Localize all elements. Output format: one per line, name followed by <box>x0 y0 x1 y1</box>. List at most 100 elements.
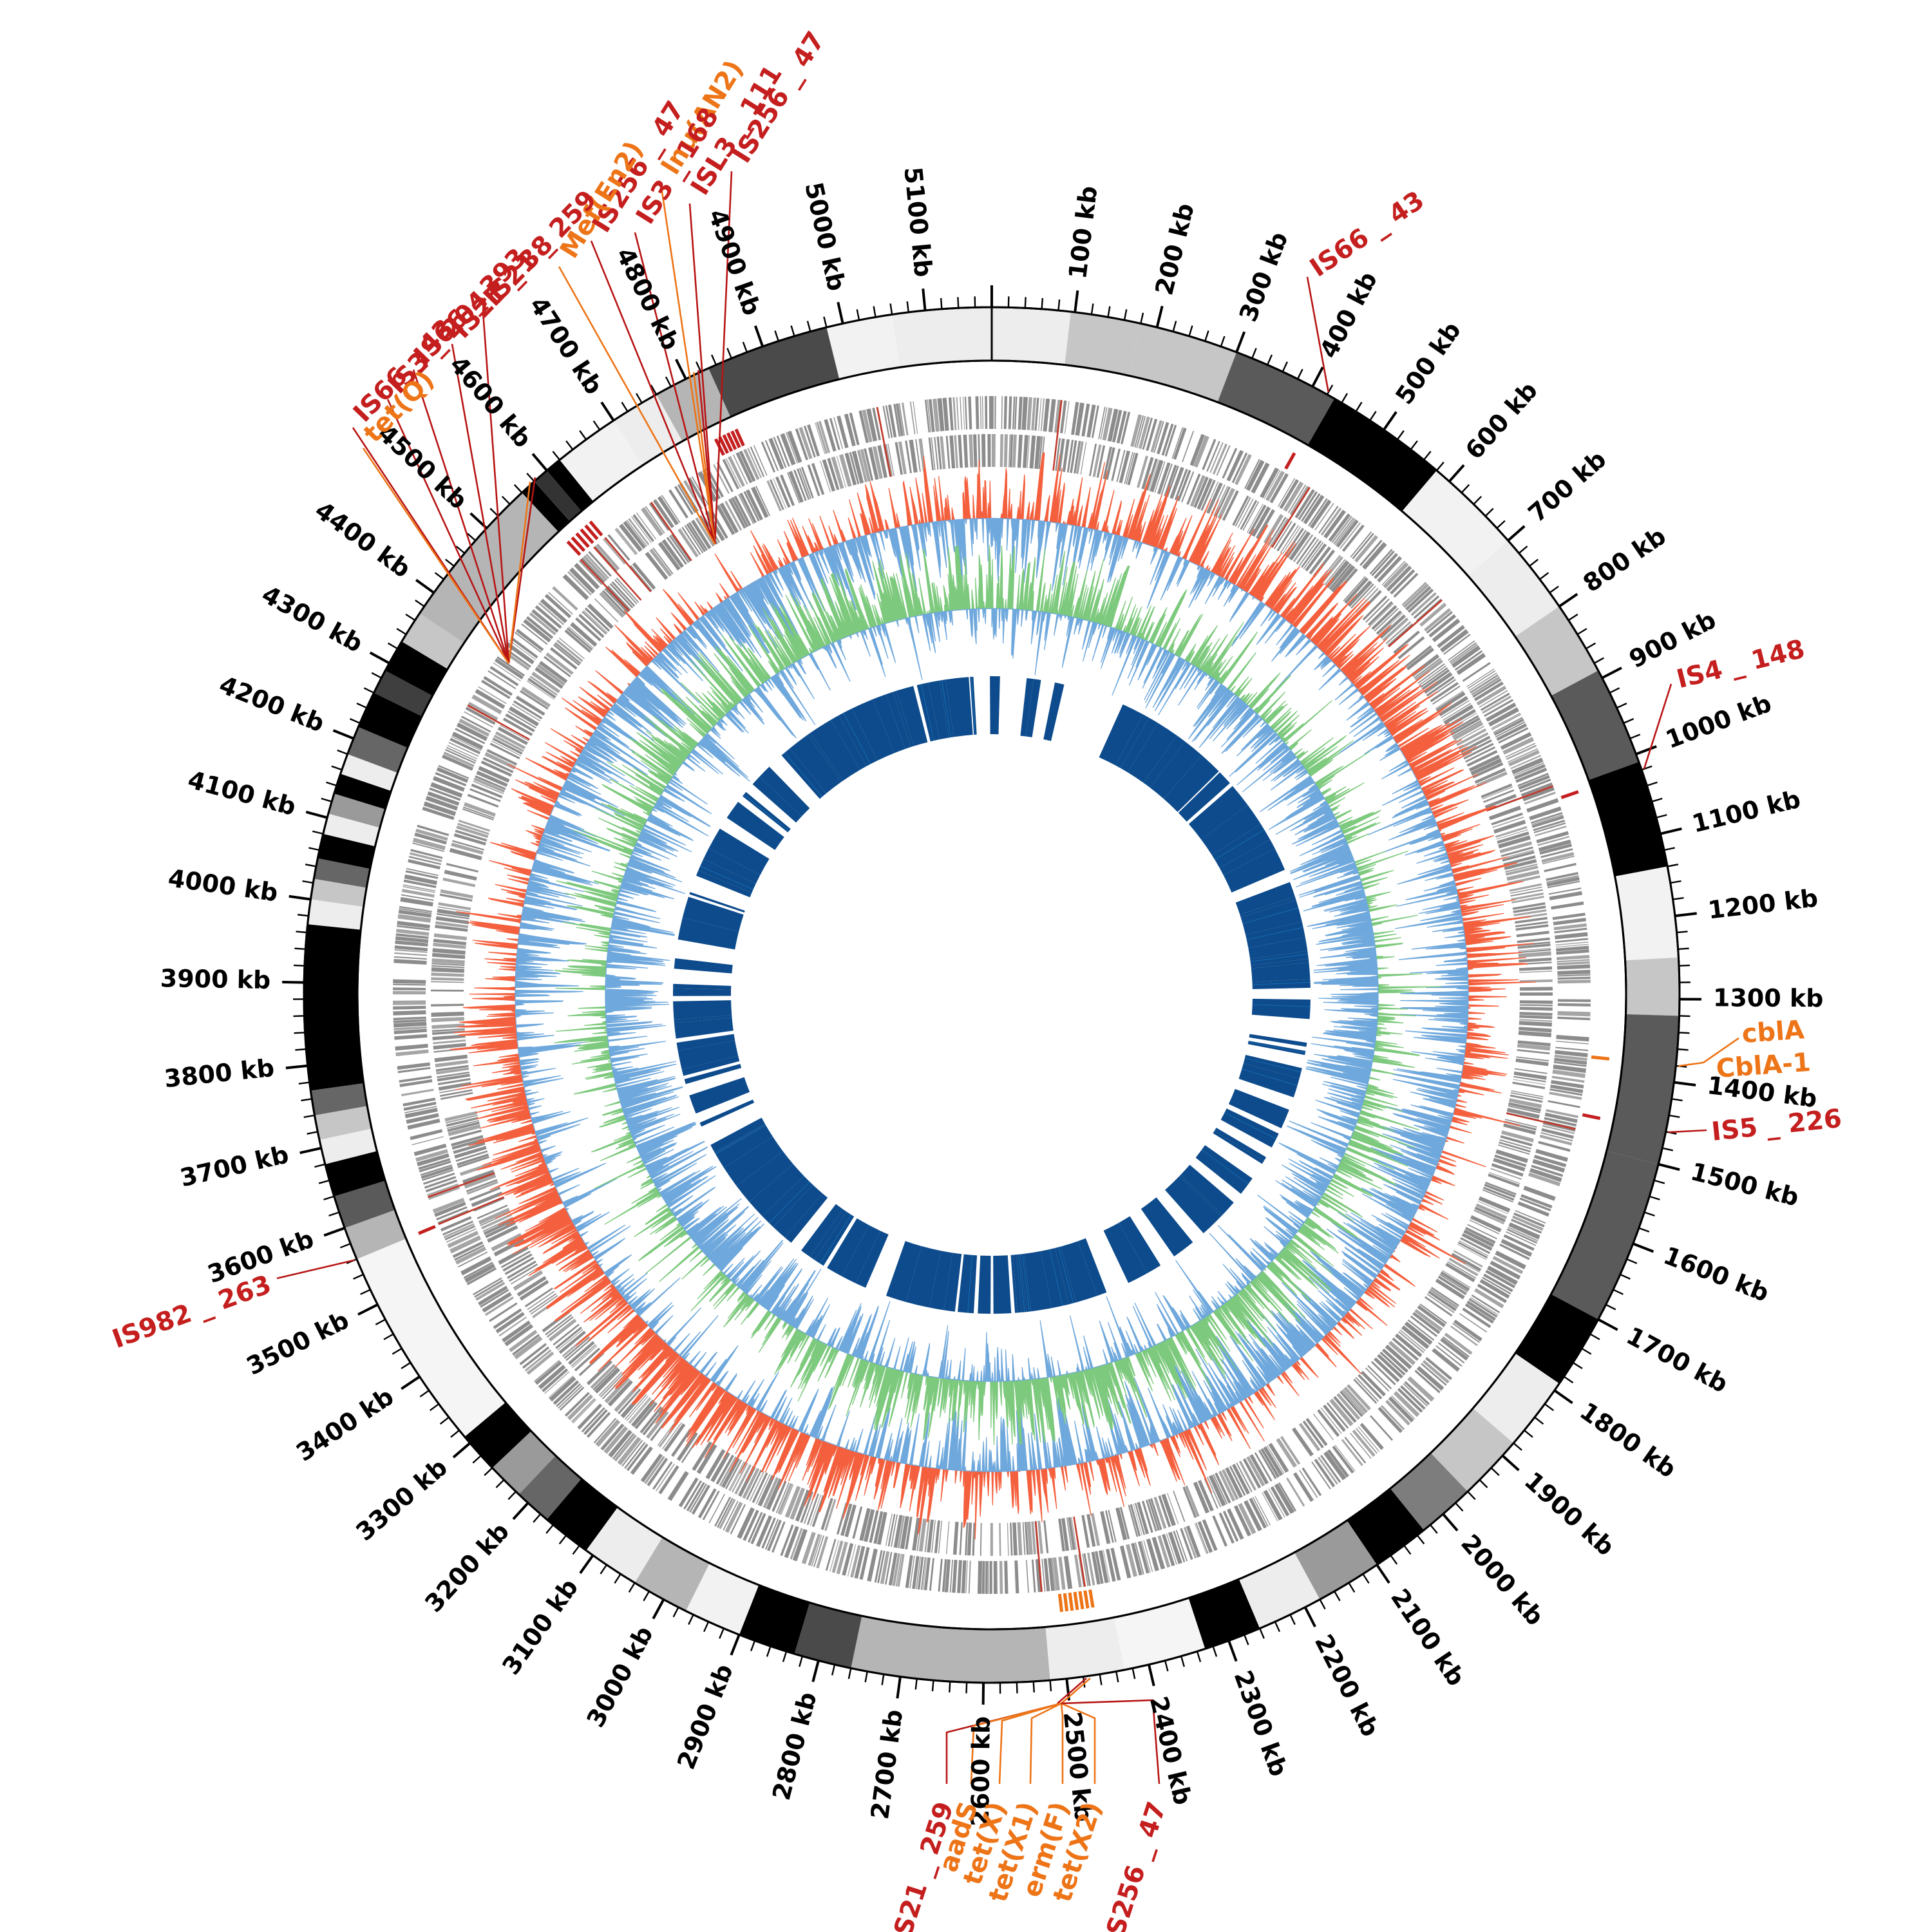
cds-feature-highlight <box>1486 785 1554 812</box>
axis-major-tick <box>730 1634 741 1656</box>
cds-feature <box>1309 546 1331 575</box>
core-genome-block <box>781 748 827 799</box>
annotation-leader <box>1061 1678 1091 1704</box>
cds-feature <box>1448 1258 1479 1276</box>
axis-minor-tick <box>466 533 477 542</box>
cds-feature <box>1086 1513 1096 1547</box>
cds-feature <box>784 1486 801 1518</box>
cds-feature <box>448 742 479 757</box>
cds-feature <box>766 1478 783 1510</box>
cds-feature <box>793 469 807 501</box>
cds-feature <box>1209 442 1224 473</box>
cds-feature <box>824 1499 837 1531</box>
axis-major-tick <box>896 1676 902 1699</box>
cds-feature <box>1080 442 1087 475</box>
cds-feature <box>446 1117 478 1127</box>
cds-feature <box>1146 458 1158 491</box>
axis-tick-label: 1500 kb <box>1688 1157 1802 1212</box>
axis-major-tick <box>1442 1513 1459 1531</box>
core-genome-block <box>928 680 949 740</box>
cds-feature <box>1116 450 1126 482</box>
cds-feature <box>954 435 959 468</box>
cds-feature <box>1208 1475 1226 1507</box>
cds-feature <box>443 1223 475 1238</box>
annotation-leader <box>714 171 733 545</box>
cds-feature <box>681 527 701 555</box>
cds-feature <box>652 1461 673 1490</box>
axis-minor-tick <box>1620 1273 1631 1280</box>
axis-minor-tick <box>600 1564 607 1575</box>
cds-feature <box>437 1072 470 1079</box>
cds-feature <box>892 1553 900 1586</box>
cds-feature <box>492 737 523 755</box>
cds-feature <box>1369 603 1394 627</box>
axis-tick-label: 3500 kb <box>242 1305 354 1380</box>
cds-feature <box>1513 1079 1546 1085</box>
cds-feature <box>1010 1522 1013 1556</box>
cds-feature <box>1066 1517 1072 1551</box>
cds-feature <box>1449 715 1479 734</box>
cds-feature <box>539 661 568 683</box>
cds-feature <box>1504 859 1537 871</box>
core-genome-block <box>674 958 733 974</box>
axis-major-tick <box>512 1502 529 1520</box>
axis-minor-tick <box>1355 401 1363 412</box>
cds-feature <box>887 1513 896 1547</box>
cds-feature <box>494 658 524 679</box>
cds-feature <box>486 748 518 766</box>
cds-feature <box>1556 945 1589 952</box>
cds-feature <box>786 432 798 464</box>
cds-feature <box>1500 1135 1533 1147</box>
cds-feature <box>451 842 484 855</box>
cds-feature <box>1538 839 1571 852</box>
cds-feature <box>436 1206 468 1221</box>
cds-feature <box>1531 1164 1564 1177</box>
cds-feature <box>429 787 461 801</box>
cds-feature <box>764 1519 779 1550</box>
cds-feature <box>616 577 639 603</box>
cds-feature <box>491 1233 522 1252</box>
cds-feature <box>544 594 572 619</box>
cds-feature <box>1466 668 1495 687</box>
axis-minor-tick <box>565 440 574 450</box>
annotation-leader <box>1060 1703 1064 1784</box>
cds-feature <box>498 1316 527 1337</box>
cds-feature <box>1504 1119 1537 1128</box>
cds-feature <box>1166 1493 1179 1524</box>
cds-feature <box>553 1323 580 1346</box>
cds-feature <box>455 1246 487 1265</box>
cds-feature <box>1397 1388 1423 1413</box>
axis-minor-tick <box>1490 1467 1500 1476</box>
cds-feature <box>1264 469 1281 499</box>
cds-feature <box>735 452 753 484</box>
core-genome-stripe <box>843 712 871 764</box>
cds-feature <box>1237 498 1254 528</box>
cds-feature <box>1517 1043 1551 1051</box>
cds-feature <box>1051 1557 1056 1591</box>
cds-feature <box>1074 440 1081 474</box>
cds-feature <box>614 579 638 605</box>
annotation-marker-ring <box>417 428 1610 1613</box>
cds-feature <box>454 1146 487 1159</box>
cds-feature <box>928 437 934 471</box>
axis-minor-tick <box>295 1048 307 1051</box>
axis-minor-tick <box>1348 1582 1356 1593</box>
cds-feature <box>645 551 668 580</box>
cds-feature <box>1473 681 1504 701</box>
cds-feature <box>447 1231 479 1248</box>
cds-feature <box>452 840 484 851</box>
axis-minor-tick <box>495 1479 505 1488</box>
cds-feature <box>732 454 748 485</box>
contig-band-segment <box>492 1431 556 1495</box>
cds-feature <box>1470 674 1499 694</box>
cds-feature <box>838 454 852 487</box>
cds-feature <box>746 489 763 521</box>
cds-feature <box>1174 468 1188 500</box>
cds-feature <box>677 484 696 513</box>
cds-feature <box>423 801 457 817</box>
cds-feature <box>964 396 968 430</box>
cds-feature <box>1197 1520 1213 1553</box>
cds-feature <box>1431 1287 1459 1307</box>
axis-major-tick <box>1311 366 1324 388</box>
cds-feature <box>988 1560 989 1594</box>
